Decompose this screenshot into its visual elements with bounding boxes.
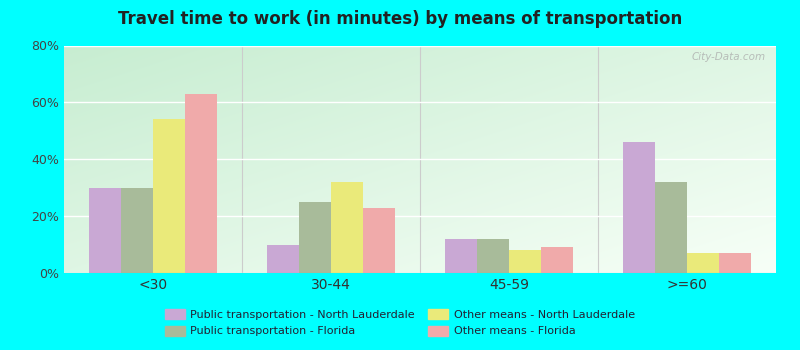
Legend: Public transportation - North Lauderdale, Public transportation - Florida, Other: Public transportation - North Lauderdale…	[161, 305, 639, 341]
Bar	[153, 119, 185, 273]
Bar	[331, 182, 363, 273]
Bar	[445, 239, 477, 273]
Bar	[121, 188, 153, 273]
Bar	[477, 239, 509, 273]
Bar	[687, 253, 719, 273]
Text: Travel time to work (in minutes) by means of transportation: Travel time to work (in minutes) by mean…	[118, 10, 682, 28]
Bar	[541, 247, 573, 273]
Bar	[267, 245, 299, 273]
Bar	[185, 94, 217, 273]
Text: City-Data.com: City-Data.com	[691, 52, 766, 62]
Bar	[623, 142, 655, 273]
Bar	[655, 182, 687, 273]
Bar	[363, 208, 395, 273]
Bar	[299, 202, 331, 273]
Bar	[719, 253, 751, 273]
Bar	[89, 188, 121, 273]
Bar	[509, 250, 541, 273]
